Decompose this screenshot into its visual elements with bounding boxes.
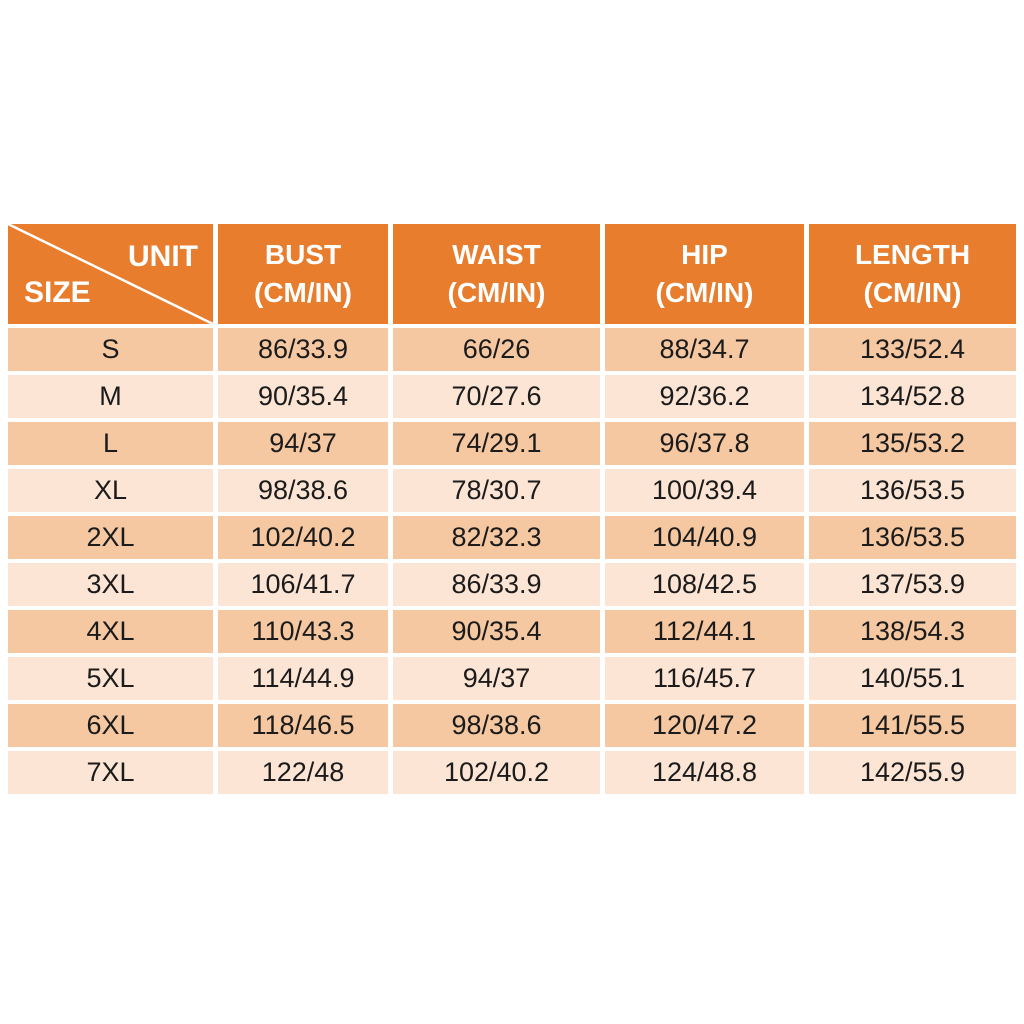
size-cell: 4XL [8,610,213,653]
size-cell: 5XL [8,657,213,700]
length-cell: 140/55.1 [809,657,1016,700]
size-cell: 3XL [8,563,213,606]
column-unit: (CM/IN) [655,277,754,308]
hip-cell: 88/34.7 [605,328,804,371]
table-row: 3XL 106/41.7 86/33.9 108/42.5 137/53.9 [8,563,1016,606]
waist-cell: 74/29.1 [393,422,600,465]
length-cell: 136/53.5 [809,469,1016,512]
hip-cell: 96/37.8 [605,422,804,465]
table-row: XL 98/38.6 78/30.7 100/39.4 136/53.5 [8,469,1016,512]
table-row: 6XL 118/46.5 98/38.6 120/47.2 141/55.5 [8,704,1016,747]
length-cell: 142/55.9 [809,751,1016,794]
size-cell: 2XL [8,516,213,559]
column-label: WAIST [452,239,541,270]
table-row: L 94/37 74/29.1 96/37.8 135/53.2 [8,422,1016,465]
table-row: 7XL 122/48 102/40.2 124/48.8 142/55.9 [8,751,1016,794]
column-unit: (CM/IN) [254,277,352,308]
bust-cell: 94/37 [218,422,388,465]
bust-cell: 110/43.3 [218,610,388,653]
length-cell: 133/52.4 [809,328,1016,371]
table-row: 2XL 102/40.2 82/32.3 104/40.9 136/53.5 [8,516,1016,559]
size-cell: M [8,375,213,418]
size-cell: 6XL [8,704,213,747]
hip-cell: 100/39.4 [605,469,804,512]
length-cell: 135/53.2 [809,422,1016,465]
bust-cell: 106/41.7 [218,563,388,606]
waist-cell: 90/35.4 [393,610,600,653]
size-cell: L [8,422,213,465]
corner-cell: UNIT SIZE [8,224,213,324]
column-header-hip: HIP (CM/IN) [605,224,804,324]
hip-cell: 112/44.1 [605,610,804,653]
hip-cell: 124/48.8 [605,751,804,794]
bust-cell: 122/48 [218,751,388,794]
size-chart-table: UNIT SIZE BUST (CM/IN) WAIST (CM/IN) HIP… [8,224,1016,798]
column-header-length: LENGTH (CM/IN) [809,224,1016,324]
column-unit: (CM/IN) [447,277,546,308]
column-label: BUST [264,239,342,270]
bust-cell: 102/40.2 [218,516,388,559]
bust-cell: 98/38.6 [218,469,388,512]
table-row: 4XL 110/43.3 90/35.4 112/44.1 138/54.3 [8,610,1016,653]
waist-cell: 94/37 [393,657,600,700]
waist-cell: 86/33.9 [393,563,600,606]
column-header-bust: BUST (CM/IN) [218,224,388,324]
table-header-row: UNIT SIZE BUST (CM/IN) WAIST (CM/IN) HIP… [8,224,1016,324]
size-cell: S [8,328,213,371]
length-cell: 138/54.3 [809,610,1016,653]
table-row: M 90/35.4 70/27.6 92/36.2 134/52.8 [8,375,1016,418]
waist-cell: 70/27.6 [393,375,600,418]
bust-cell: 90/35.4 [218,375,388,418]
length-cell: 136/53.5 [809,516,1016,559]
waist-cell: 102/40.2 [393,751,600,794]
corner-size-label: SIZE [24,276,91,309]
size-cell: 7XL [8,751,213,794]
waist-cell: 82/32.3 [393,516,600,559]
hip-cell: 120/47.2 [605,704,804,747]
column-header-waist: WAIST (CM/IN) [393,224,600,324]
hip-cell: 116/45.7 [605,657,804,700]
bust-cell: 86/33.9 [218,328,388,371]
size-cell: XL [8,469,213,512]
hip-cell: 92/36.2 [605,375,804,418]
waist-cell: 78/30.7 [393,469,600,512]
hip-cell: 108/42.5 [605,563,804,606]
diagonal-divider-line [8,224,213,324]
column-label: LENGTH [854,239,971,270]
corner-unit-label: UNIT [128,240,198,273]
bust-cell: 118/46.5 [218,704,388,747]
waist-cell: 98/38.6 [393,704,600,747]
table-row: 5XL 114/44.9 94/37 116/45.7 140/55.1 [8,657,1016,700]
hip-cell: 104/40.9 [605,516,804,559]
length-cell: 137/53.9 [809,563,1016,606]
column-label: HIP [681,239,728,270]
column-unit: (CM/IN) [863,277,962,308]
waist-cell: 66/26 [393,328,600,371]
length-cell: 141/55.5 [809,704,1016,747]
bust-cell: 114/44.9 [218,657,388,700]
table-row: S 86/33.9 66/26 88/34.7 133/52.4 [8,328,1016,371]
length-cell: 134/52.8 [809,375,1016,418]
